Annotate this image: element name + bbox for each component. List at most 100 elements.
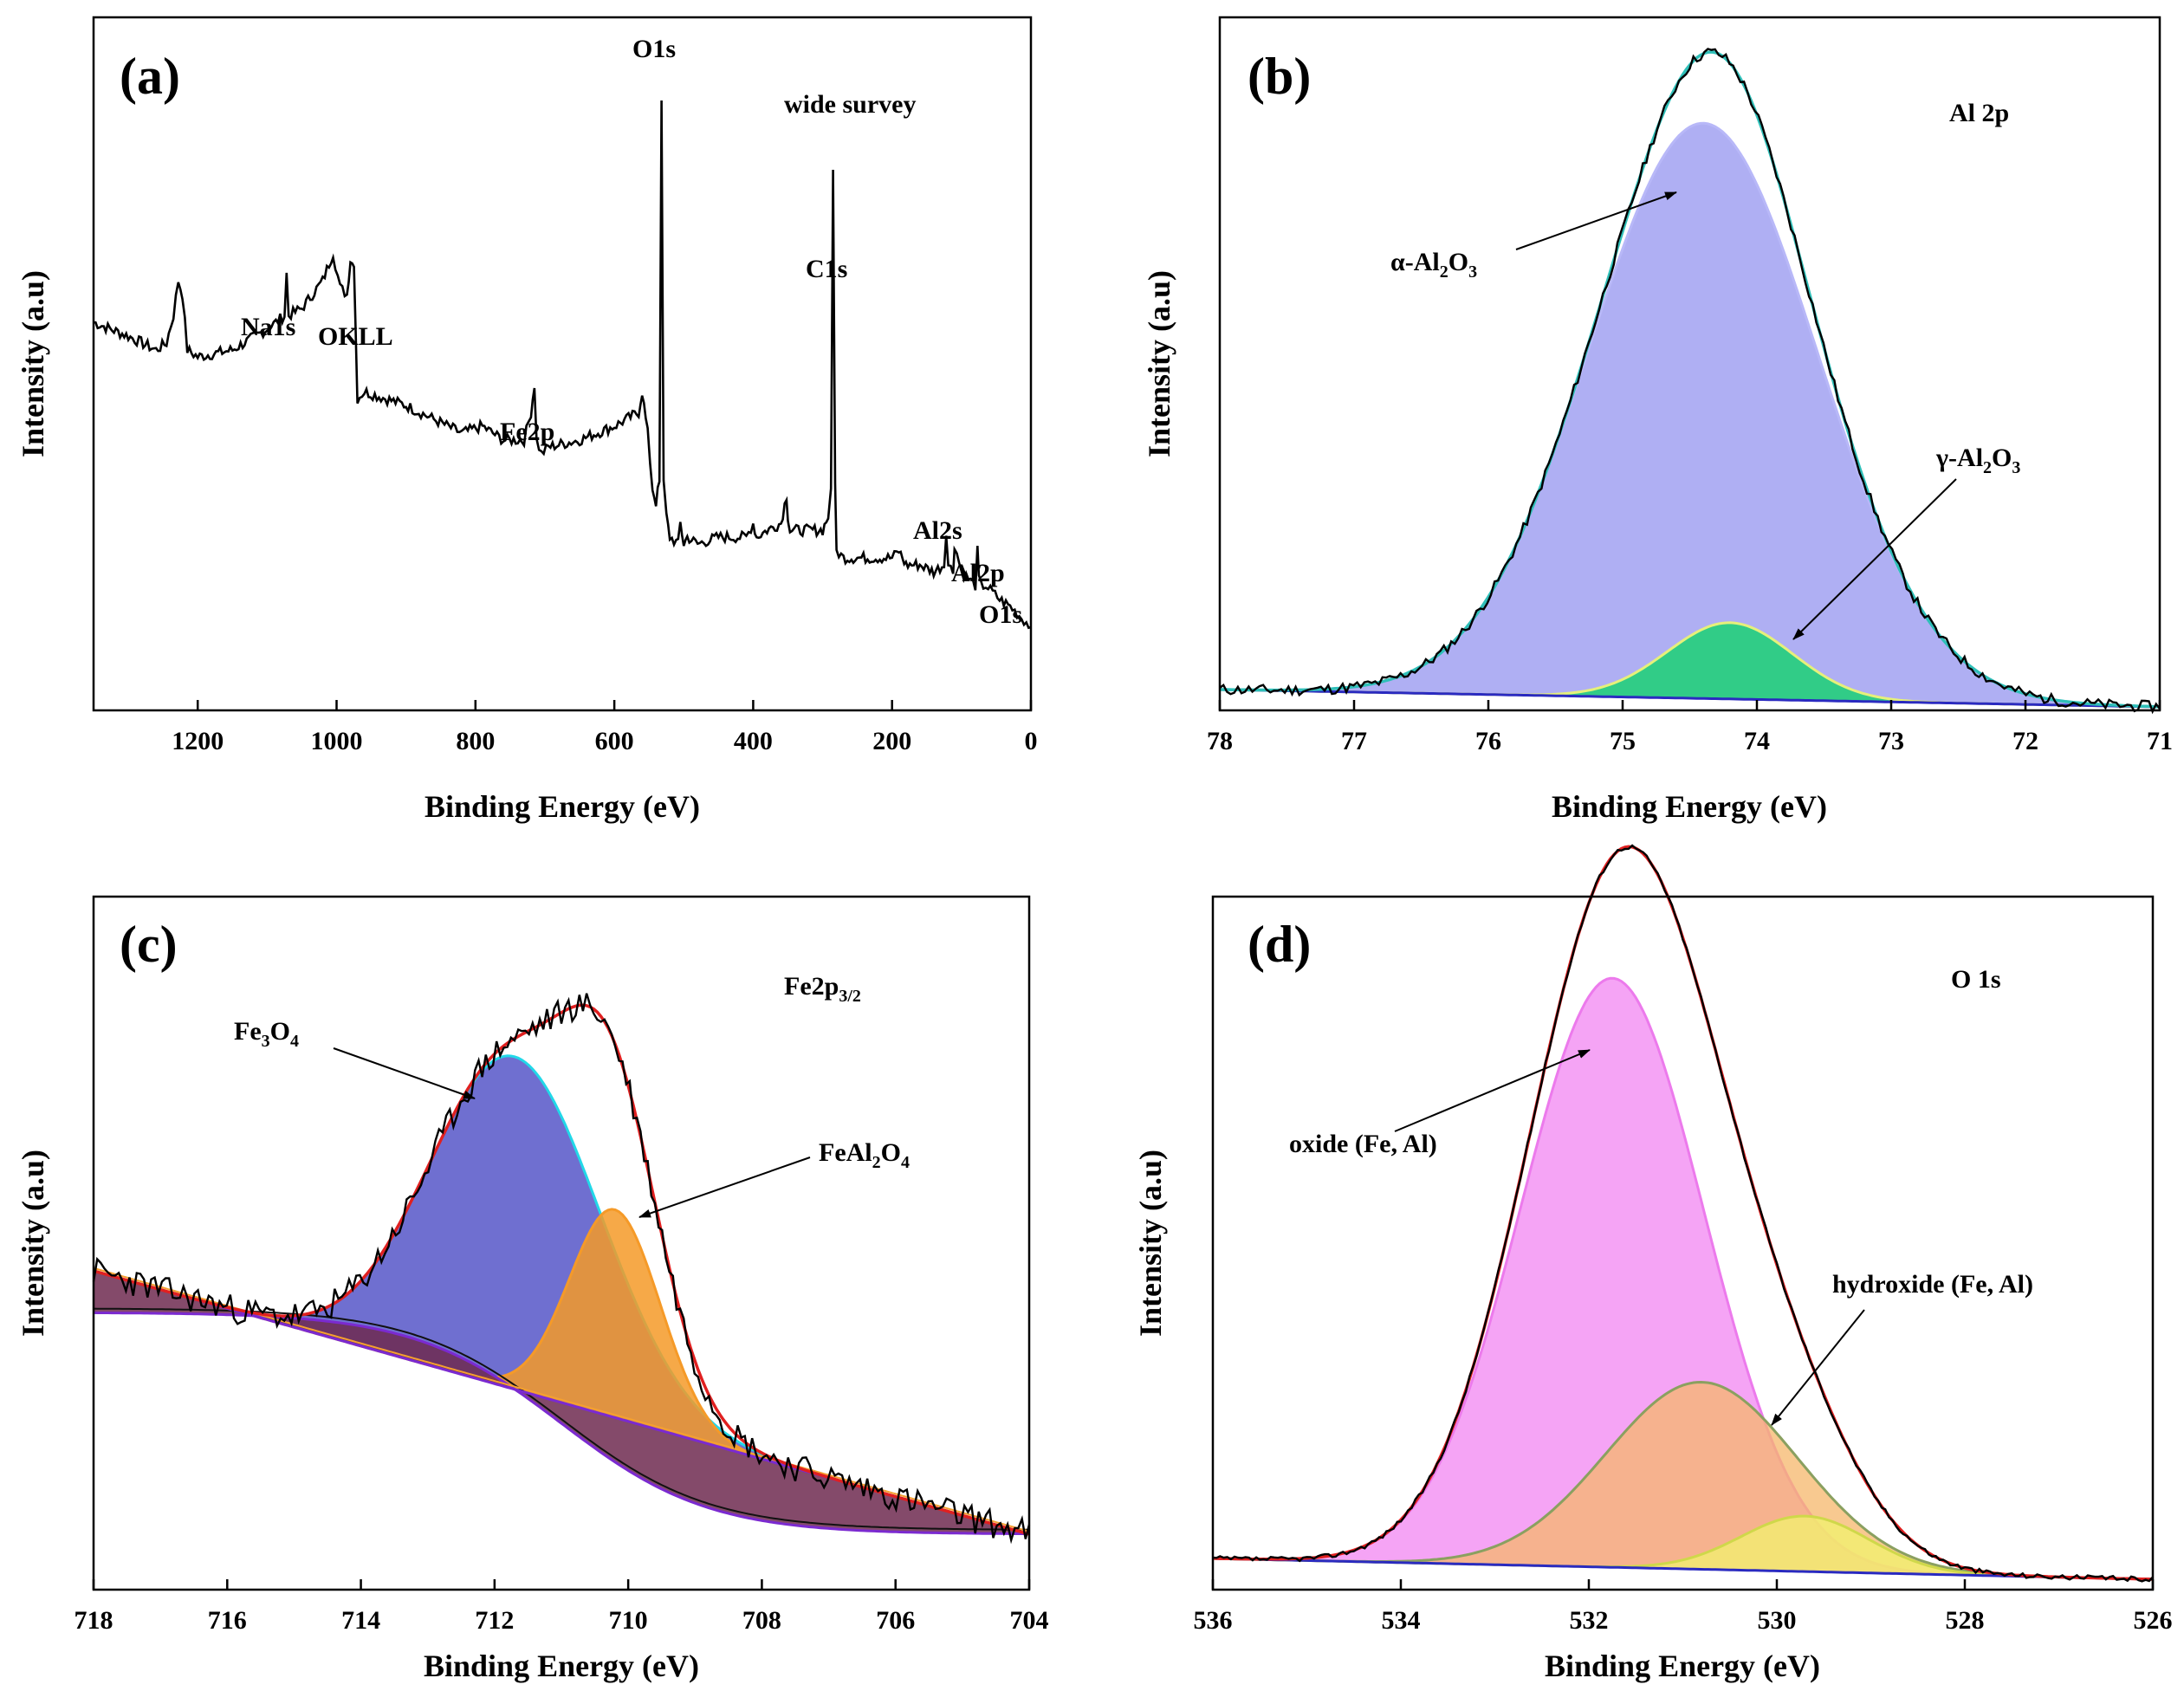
x-tick-label-a: 0 — [1025, 727, 1038, 755]
plot-b-frame — [1218, 16, 2161, 712]
plot-b-ticks: 78 77 76 75 74 73 72 71 — [1207, 700, 2173, 755]
ylabel-a: Intensity (a.u) — [16, 270, 50, 457]
arrow-feal2o4 — [638, 1157, 811, 1218]
arrow-hydroxide — [1771, 1309, 1865, 1426]
xlabel-a: Binding Energy (eV) — [424, 789, 700, 824]
peak-label-al2s: Al2s — [913, 516, 962, 545]
x-tick-label-a: 1000 — [311, 727, 363, 755]
ylabel-c: Intensity (a.u) — [16, 1150, 50, 1337]
arrow-fe3o4 — [333, 1047, 476, 1099]
title-c: Fe2p3/2 — [784, 972, 861, 1006]
peak-fill-d-0 — [1213, 978, 2153, 1579]
x-tick-label-a: 200 — [872, 727, 911, 755]
panel-label-c: (c) — [120, 916, 178, 973]
title-c-sub: 3/2 — [839, 987, 861, 1006]
ylabel-d: Intensity (a.u) — [1133, 1150, 1168, 1337]
title-d: O 1s — [1951, 965, 2001, 994]
annotation-fe3o4: Fe3O4 — [234, 1017, 299, 1051]
peak-label-na1s: Na1s — [241, 313, 295, 341]
peak-label-fe2p: Fe2p — [500, 418, 554, 446]
x-tick-label-b: 78 — [1207, 727, 1233, 755]
x-tick-label-a: 600 — [595, 727, 634, 755]
alpha-text: α-Al — [1390, 248, 1440, 276]
panel-label-a: (a) — [120, 48, 180, 105]
panel-label-b: (b) — [1248, 48, 1311, 105]
fe3o4-a: Fe — [234, 1017, 262, 1046]
fe3o4-b: O — [270, 1017, 290, 1046]
x-tick-label-c: 706 — [876, 1606, 915, 1635]
xlabel-b: Binding Energy (eV) — [1552, 789, 1827, 824]
x-tick-label-b: 77 — [1341, 727, 1367, 755]
background-line-d — [1212, 1557, 2154, 1581]
xlabel-c: Binding Energy (eV) — [424, 1649, 699, 1683]
arrow-oxide — [1394, 1049, 1591, 1132]
series-line-survey — [93, 100, 1032, 630]
raw-data-line-b — [1219, 48, 2161, 715]
panel-a-wide-survey: 1200 1000 800 600 400 200 0 (a) wide survey O1… — [16, 16, 1038, 824]
gamma-text: γ-Al — [1935, 444, 1983, 472]
annotation-gamma-al2o3: γ-Al2O3 — [1935, 444, 2020, 477]
x-tick-label-d: 536 — [1194, 1606, 1233, 1635]
peak-label-o1s-low: O1s — [979, 600, 1022, 629]
x-tick-label-b: 75 — [1610, 727, 1636, 755]
x-tick-label-a: 1200 — [172, 727, 224, 755]
fe3o4-s1: 3 — [262, 1032, 270, 1051]
x-tick-label-c: 708 — [742, 1606, 781, 1635]
raw-data-line-c — [92, 993, 1031, 1545]
x-tick-label-b: 72 — [2012, 727, 2038, 755]
fe3o4-s2: 4 — [290, 1032, 299, 1051]
x-tick-label-d: 528 — [1946, 1606, 1985, 1635]
annotation-oxide: oxide (Fe, Al) — [1289, 1130, 1437, 1158]
plot-c-frame — [92, 895, 1031, 1591]
plot-d-ticks: 536 534 532 530 528 526 — [1194, 1579, 2173, 1635]
x-tick-label-d: 534 — [1382, 1606, 1421, 1635]
raw-data-line-d — [1212, 844, 2154, 1583]
peak-fill-c-1 — [94, 1208, 1029, 1534]
x-tick-label-c: 714 — [341, 1606, 380, 1635]
x-tick-label-b: 71 — [2147, 727, 2173, 755]
title-a: wide survey — [784, 90, 917, 119]
x-tick-label-c: 712 — [475, 1606, 514, 1635]
peak-fill-b-0 — [1220, 123, 2160, 708]
feal-b: O — [881, 1138, 901, 1167]
plot-b-data — [1219, 48, 2161, 715]
panel-d-o1s: 536 534 532 530 528 526 (d) O 1s oxide (Fe, A… — [1133, 844, 2173, 1683]
x-tick-label-c: 716 — [208, 1606, 247, 1635]
x-tick-label-d: 532 — [1570, 1606, 1609, 1635]
peak-fill-c-0 — [94, 1055, 1029, 1534]
gamma-sub1: 2 — [1983, 458, 1992, 477]
peak-fill-b-1 — [1220, 622, 2160, 707]
x-tick-label-d: 526 — [2134, 1606, 2173, 1635]
plot-a-frame — [92, 16, 1033, 712]
title-c-main: Fe2p — [784, 972, 839, 1001]
panel-b-al2p: 78 77 76 75 74 73 72 71 (b) Al 2p α-Al2O3 γ-Al2… — [1142, 16, 2173, 824]
x-tick-label-b: 76 — [1475, 727, 1501, 755]
peak-label-okll: OKLL — [318, 322, 393, 351]
feal-a: FeAl — [819, 1138, 872, 1167]
plot-a-ticks: 1200 1000 800 600 400 200 0 — [172, 700, 1038, 755]
gamma-sub2: 3 — [2012, 458, 2020, 477]
x-tick-label-c: 718 — [75, 1606, 113, 1635]
peak-label-al2p: Al2p — [951, 559, 1005, 587]
x-tick-label-c: 710 — [609, 1606, 648, 1635]
annotation-alpha-al2o3: α-Al2O3 — [1390, 248, 1477, 282]
peak-label-c1s: C1s — [806, 255, 847, 283]
arrow-gamma — [1792, 478, 1957, 640]
x-tick-label-b: 73 — [1878, 727, 1904, 755]
plot-d-data — [1212, 844, 2154, 1583]
alpha-sub2: 3 — [1468, 262, 1477, 282]
alpha-mid: O — [1448, 248, 1468, 276]
plot-c-ticks: 718 716 714 712 710 708 706 704 — [75, 1579, 1049, 1635]
x-tick-label-b: 74 — [1744, 727, 1770, 755]
annotation-hydroxide: hydroxide (Fe, Al) — [1832, 1270, 2033, 1299]
annotation-feal2o4: FeAl2O4 — [819, 1138, 910, 1172]
panel-label-d: (d) — [1248, 916, 1311, 973]
peak-fill-d-1 — [1213, 1382, 2153, 1579]
peak-label-o1s: O1s — [632, 35, 676, 63]
panel-c-fe2p: 718 716 714 712 710 708 706 704 (c) Fe2p3/2 Fe3… — [16, 895, 1049, 1683]
title-b: Al 2p — [1949, 99, 2009, 127]
background-line-b — [1219, 688, 2161, 709]
gamma-mid: O — [1992, 444, 2012, 472]
x-tick-label-d: 530 — [1758, 1606, 1797, 1635]
